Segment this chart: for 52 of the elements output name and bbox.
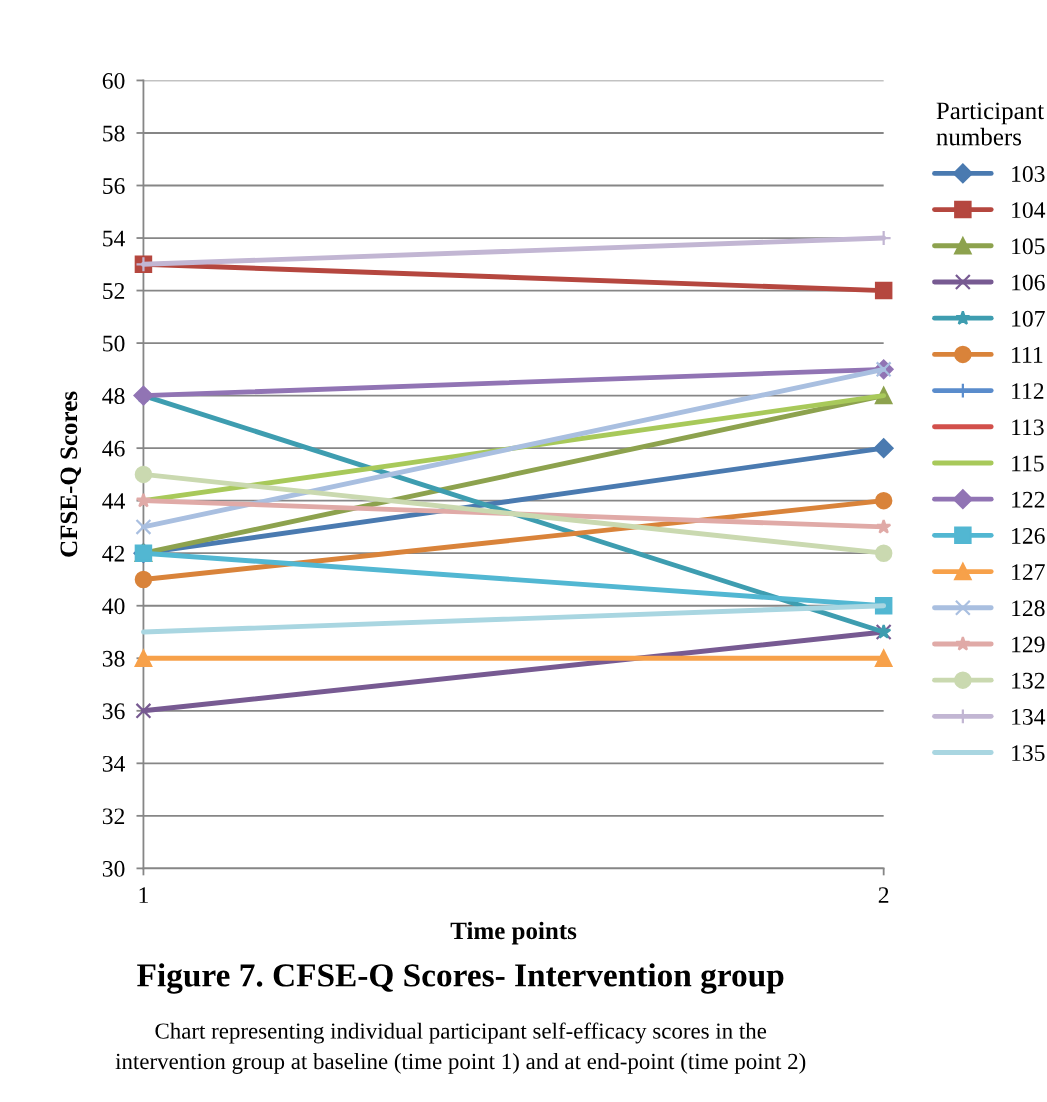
y-tick-label: 40 <box>102 598 125 615</box>
y-tick-label: 34 <box>102 755 126 772</box>
point <box>874 649 893 668</box>
y-tick-label: 44 <box>102 493 126 509</box>
point <box>134 465 153 484</box>
legend-label: 111 <box>1012 347 1043 363</box>
legend-label: 107 <box>1012 310 1045 327</box>
legend-label: 127 <box>1012 564 1045 580</box>
y-tick-label: 54 <box>103 230 126 247</box>
y-tick-label: 56 <box>103 178 125 194</box>
legend-label: 126 <box>1012 527 1045 544</box>
y-tick-label: 48 <box>102 388 125 405</box>
point <box>874 544 893 562</box>
x-axis-title: Time points <box>450 921 577 945</box>
y-tick-label: 60 <box>102 72 125 89</box>
point <box>873 438 894 459</box>
legend-label: 106 <box>1012 274 1045 291</box>
y-tick-label: 58 <box>103 125 125 142</box>
x-tick-label: 2 <box>878 887 889 903</box>
point <box>135 702 152 719</box>
y-tick-label: 32 <box>102 808 125 825</box>
point <box>134 649 153 668</box>
legend-label: 135 <box>1012 745 1045 762</box>
legend-label: 112 <box>1012 383 1044 399</box>
text: Figure 7. CFSE-Q Scores- Intervention group <box>137 963 784 994</box>
legend-label: 103 <box>1012 165 1045 182</box>
y-axis-title: CFSE-Q Scores <box>60 391 82 557</box>
legend-label: 134 <box>1012 708 1046 725</box>
point <box>875 518 892 534</box>
y-tick-label: 30 <box>102 860 125 877</box>
y-tick-label: 42 <box>102 545 125 562</box>
y-tick-label: 46 <box>102 440 125 457</box>
point <box>134 570 153 589</box>
y-tick-label: 50 <box>103 335 125 352</box>
legend-label: 129 <box>1012 636 1045 653</box>
point <box>135 518 152 535</box>
point <box>874 281 893 300</box>
y-tick-label: 52 <box>103 283 125 299</box>
y-tick-label: 38 <box>102 650 125 667</box>
y-tick-label: 36 <box>102 703 125 720</box>
legend-label: 113 <box>1012 419 1044 436</box>
legend-title: Participant numbers <box>936 102 1045 146</box>
legend-label: 104 <box>1012 202 1046 219</box>
text: Chart representing individual participant self-efficacy scores in the intervention group at baseline (time point 1) and at end-point (time point 2) <box>115 1022 806 1074</box>
legend-label: 105 <box>1012 238 1045 255</box>
legend-label: 128 <box>1012 600 1045 617</box>
x-tick-label: 1 <box>139 887 148 903</box>
legend-label: 122 <box>1012 491 1045 508</box>
legend-label: 132 <box>1012 672 1045 689</box>
point <box>135 492 152 508</box>
legend-label: 115 <box>1012 455 1044 472</box>
point <box>874 491 893 510</box>
